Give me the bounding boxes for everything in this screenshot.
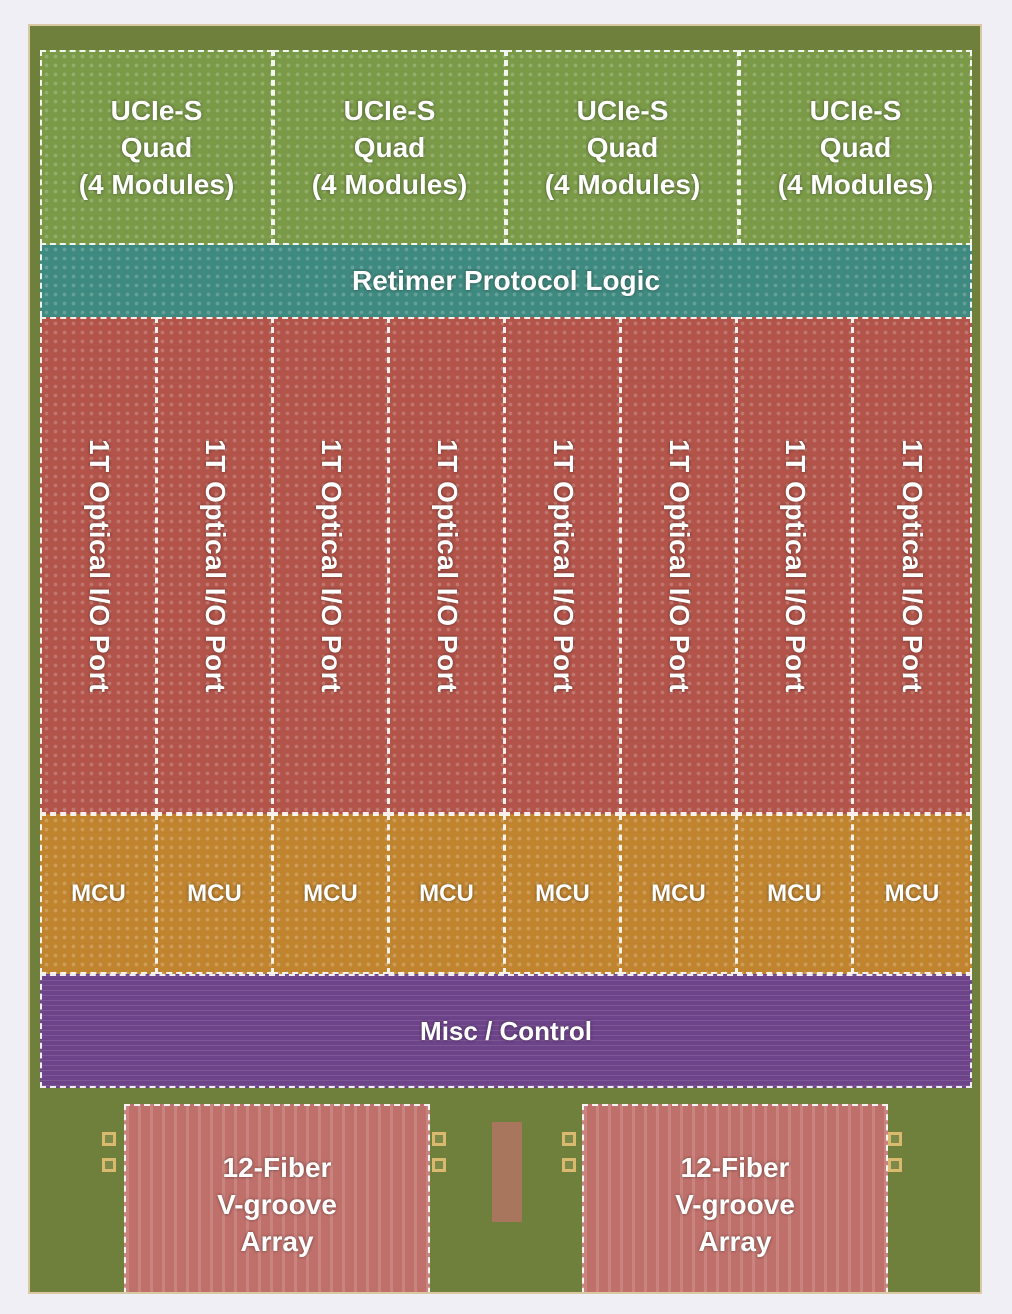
mcu-block-1: MCU (40, 814, 157, 974)
optical-port-block-3: 1T Optical I/O Port (272, 317, 389, 814)
ucie-quad-label: UCIe-S Quad (4 Modules) (311, 95, 468, 200)
bond-pad (102, 1132, 116, 1146)
mcu-block-8: MCU (852, 814, 972, 974)
mcu-block-6: MCU (620, 814, 737, 974)
optical-port-block-8: 1T Optical I/O Port (852, 317, 972, 814)
optical-port-label: 1T Optical I/O Port (897, 438, 929, 693)
ucie-quad-block-3: UCIe-S Quad (4 Modules) (506, 50, 739, 245)
bond-pad (562, 1132, 576, 1146)
mcu-block-5: MCU (504, 814, 621, 974)
mcu-block-3: MCU (272, 814, 389, 974)
optical-port-label: 1T Optical I/O Port (547, 438, 579, 693)
mcu-block-2: MCU (156, 814, 273, 974)
bond-pad (888, 1158, 902, 1172)
retimer-label: Retimer Protocol Logic (351, 265, 661, 296)
fiber-array-label: 12-Fiber V-groove Array (675, 1151, 795, 1257)
ucie-quad-label: UCIe-S Quad (4 Modules) (544, 95, 701, 200)
fiber-vgroove-array-2: 12-Fiber V-groove Array (582, 1104, 888, 1292)
mcu-label: MCU (419, 880, 474, 907)
optical-port-block-6: 1T Optical I/O Port (620, 317, 737, 814)
fiber-vgroove-array-1: 12-Fiber V-groove Array (124, 1104, 430, 1292)
mcu-label: MCU (651, 880, 706, 907)
mcu-label: MCU (535, 880, 590, 907)
mcu-label: MCU (187, 880, 242, 907)
optical-port-block-1: 1T Optical I/O Port (40, 317, 157, 814)
bond-pad (888, 1132, 902, 1146)
ucie-quad-block-4: UCIe-S Quad (4 Modules) (739, 50, 972, 245)
optical-port-label: 1T Optical I/O Port (83, 438, 115, 693)
bond-pad (562, 1158, 576, 1172)
mcu-block-7: MCU (736, 814, 853, 974)
mcu-label: MCU (884, 880, 940, 907)
center-alignment-slot (492, 1122, 522, 1222)
optical-port-block-4: 1T Optical I/O Port (388, 317, 505, 814)
optical-port-label: 1T Optical I/O Port (431, 438, 463, 693)
die-floorplan: UCIe-S Quad (4 Modules) UCIe-S Quad (4 M… (28, 24, 982, 1294)
ucie-quad-label: UCIe-S Quad (4 Modules) (777, 95, 934, 200)
bond-pad (432, 1158, 446, 1172)
retimer-protocol-logic-block: Retimer Protocol Logic (40, 245, 972, 317)
optical-port-block-7: 1T Optical I/O Port (736, 317, 853, 814)
optical-port-block-2: 1T Optical I/O Port (156, 317, 273, 814)
misc-control-block: Misc / Control (40, 974, 972, 1088)
optical-port-block-5: 1T Optical I/O Port (504, 317, 621, 814)
mcu-block-4: MCU (388, 814, 505, 974)
optical-port-label: 1T Optical I/O Port (779, 438, 811, 693)
ucie-quad-label: UCIe-S Quad (4 Modules) (78, 95, 235, 200)
optical-port-label: 1T Optical I/O Port (663, 438, 695, 693)
fiber-array-label: 12-Fiber V-groove Array (217, 1151, 337, 1257)
ucie-quad-block-2: UCIe-S Quad (4 Modules) (273, 50, 506, 245)
bond-pad (432, 1132, 446, 1146)
optical-port-label: 1T Optical I/O Port (199, 438, 231, 693)
misc-control-label: Misc / Control (420, 1015, 592, 1046)
mcu-label: MCU (303, 880, 358, 907)
optical-port-label: 1T Optical I/O Port (315, 438, 347, 693)
mcu-label: MCU (71, 880, 126, 907)
bond-pad (102, 1158, 116, 1172)
mcu-label: MCU (767, 880, 822, 907)
ucie-quad-block-1: UCIe-S Quad (4 Modules) (40, 50, 273, 245)
